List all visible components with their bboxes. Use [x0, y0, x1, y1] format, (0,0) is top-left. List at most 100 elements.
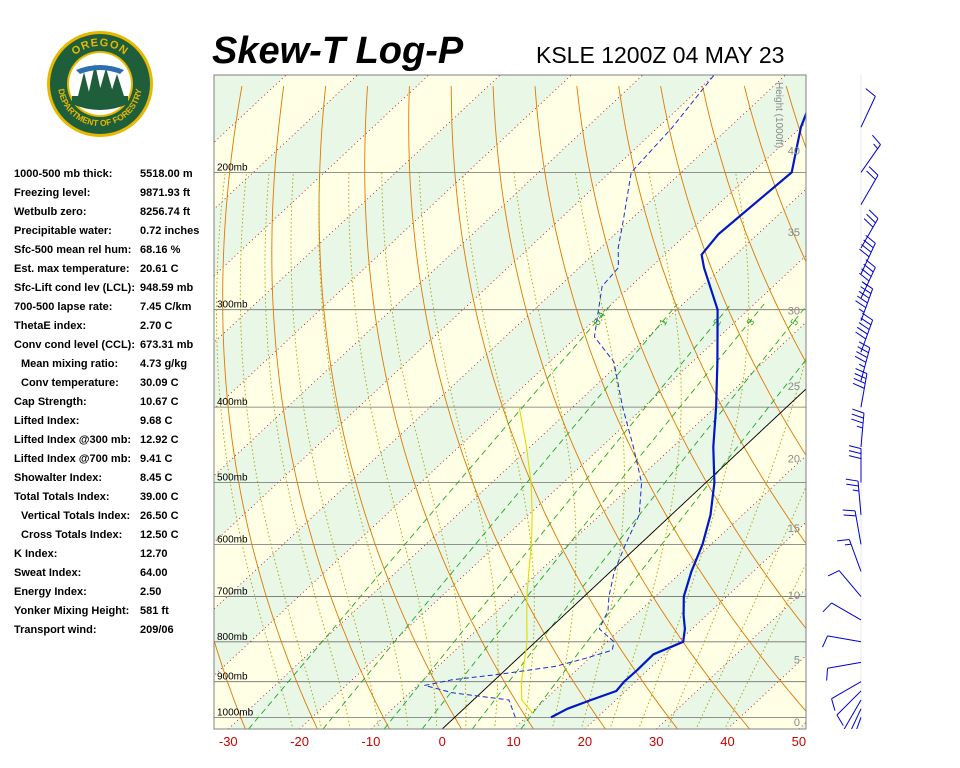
pressure-label: 600mb — [217, 534, 248, 545]
index-label: Wetbulb zero: — [14, 206, 87, 218]
index-value: 12.70 — [140, 548, 168, 560]
index-row: Lifted Index: 9.68 C — [14, 415, 214, 434]
index-label: Sfc-500 mean rel hum: — [14, 244, 132, 256]
wind-barbs — [822, 88, 881, 729]
dry-adiabat — [118, 86, 173, 729]
index-row: Yonker Mixing Height: 581 ft — [14, 605, 214, 624]
index-label: ThetaE index: — [14, 320, 87, 332]
dewpoint-trace — [424, 75, 715, 718]
mixing-ratio-line — [322, 303, 678, 729]
x-tick-label: 20 — [578, 734, 592, 749]
index-label: Conv cond level (CCL): — [14, 339, 136, 351]
mixing-ratio-label: 1 — [658, 317, 671, 328]
index-value: 9871.93 ft — [140, 187, 191, 199]
wind-barb — [822, 602, 862, 621]
index-value: 39.00 C — [140, 491, 179, 503]
index-label: 700-500 lapse rate: — [14, 301, 113, 313]
pressure-label: 1000mb — [217, 707, 254, 718]
height-tick-label: 35 — [788, 227, 800, 239]
dry-adiabat — [912, 86, 960, 729]
dry-adiabat — [450, 86, 678, 729]
wind-barb — [836, 690, 862, 726]
temperature-trace — [550, 110, 806, 719]
index-row: Mean mixing ratio: 4.73 g/kg — [14, 358, 214, 377]
x-tick-label: 30 — [649, 734, 663, 749]
index-label: Precipitable water: — [14, 225, 112, 237]
height-tick-label: 15 — [788, 523, 800, 535]
dry-adiabat — [576, 86, 806, 630]
pressure-label: 700mb — [217, 587, 248, 598]
wind-barb — [822, 635, 862, 648]
dry-adiabat — [408, 86, 606, 729]
moist-adiabat — [638, 172, 750, 729]
moist-adiabat — [695, 485, 806, 729]
dry-adiabat — [660, 86, 806, 457]
index-row: ThetaE index: 2.70 C — [14, 320, 214, 339]
index-row: Precipitable water: 0.72 inches — [14, 225, 214, 244]
mixing-ratio-label: 5 — [789, 317, 802, 328]
wind-barb — [855, 312, 874, 353]
index-row: Sfc-500 mean rel hum: 68.16 % — [14, 244, 214, 263]
station-time-label: KSLE 1200Z 04 MAY 23 — [536, 42, 785, 68]
wind-barb — [860, 88, 876, 128]
index-value: 581 ft — [140, 605, 169, 617]
moist-adiabat — [381, 172, 467, 729]
temperature-band — [228, 189, 806, 729]
index-label: Mean mixing ratio: — [21, 358, 119, 370]
temperature-band — [214, 75, 806, 676]
index-value: 20.61 C — [140, 263, 179, 275]
index-value: 7.45 C/km — [140, 301, 192, 313]
index-row: 1000-500 mb thick: 5518.00 m — [14, 168, 214, 187]
index-value: 12.92 C — [140, 434, 179, 446]
isotherm — [870, 75, 960, 729]
moist-adiabat — [290, 172, 380, 729]
temperature-band — [370, 322, 806, 729]
index-row: Transport wind: 209/06 — [14, 624, 214, 643]
oregon-forestry-logo: OREGON DEPARTMENT OF FORESTRY — [47, 31, 153, 137]
index-value: 0.72 inches — [140, 225, 200, 237]
moist-adiabat-lines — [216, 172, 806, 729]
dry-adiabat — [785, 85, 806, 150]
mixing-ratio-line — [421, 303, 765, 729]
isotherm — [798, 721, 806, 729]
dry-adiabat — [222, 86, 318, 729]
x-tick-label: -10 — [362, 734, 381, 749]
index-row: Lifted Index @700 mb: 9.41 C — [14, 453, 214, 472]
index-row: Cross Totals Index: 12.50 C — [14, 529, 214, 548]
moist-adiabat — [418, 172, 499, 729]
pressure-label: 400mb — [217, 397, 248, 408]
index-row: Vertical Totals Index: 26.50 C — [14, 510, 214, 529]
moist-adiabat — [216, 172, 294, 729]
height-tick-label: 40 — [788, 146, 800, 158]
index-value: 8.45 C — [140, 472, 173, 484]
isotherm — [214, 75, 216, 77]
index-value: 2.50 — [140, 586, 162, 598]
mixing-ratio-line — [248, 303, 613, 729]
index-row: Wetbulb zero: 8256.74 ft — [14, 206, 214, 225]
dry-adiabat — [618, 86, 806, 545]
index-label: Freezing level: — [14, 187, 91, 199]
temperature-band — [214, 122, 806, 729]
dry-adiabat — [534, 86, 806, 712]
index-row: Total Totals Index: 39.00 C — [14, 491, 214, 510]
dry-adiabat — [492, 86, 750, 729]
x-tick-label: -20 — [290, 734, 309, 749]
wind-barb — [860, 134, 881, 173]
index-row: Conv cond level (CCL): 673.31 mb — [14, 339, 214, 358]
wind-barb — [852, 368, 868, 408]
height-axis-title: Height (1000ft) — [773, 82, 784, 148]
wind-barb — [848, 445, 862, 483]
index-row: Freezing level: 9871.93 ft — [14, 187, 214, 206]
height-tick-label: 25 — [788, 381, 800, 393]
moist-adiabat — [348, 172, 438, 729]
index-row: K Index: 12.70 — [14, 548, 214, 567]
index-label: Cross Totals Index: — [21, 529, 123, 541]
chart-title: Skew-T Log-P — [212, 30, 464, 72]
moist-adiabat — [513, 172, 577, 729]
index-label: Lifted Index @300 mb: — [14, 434, 132, 446]
wind-barb — [854, 341, 871, 381]
index-label: K Index: — [14, 548, 58, 560]
wind-barb — [856, 717, 862, 729]
index-label: Est. max temperature: — [14, 263, 130, 275]
pressure-label: 300mb — [217, 300, 248, 311]
